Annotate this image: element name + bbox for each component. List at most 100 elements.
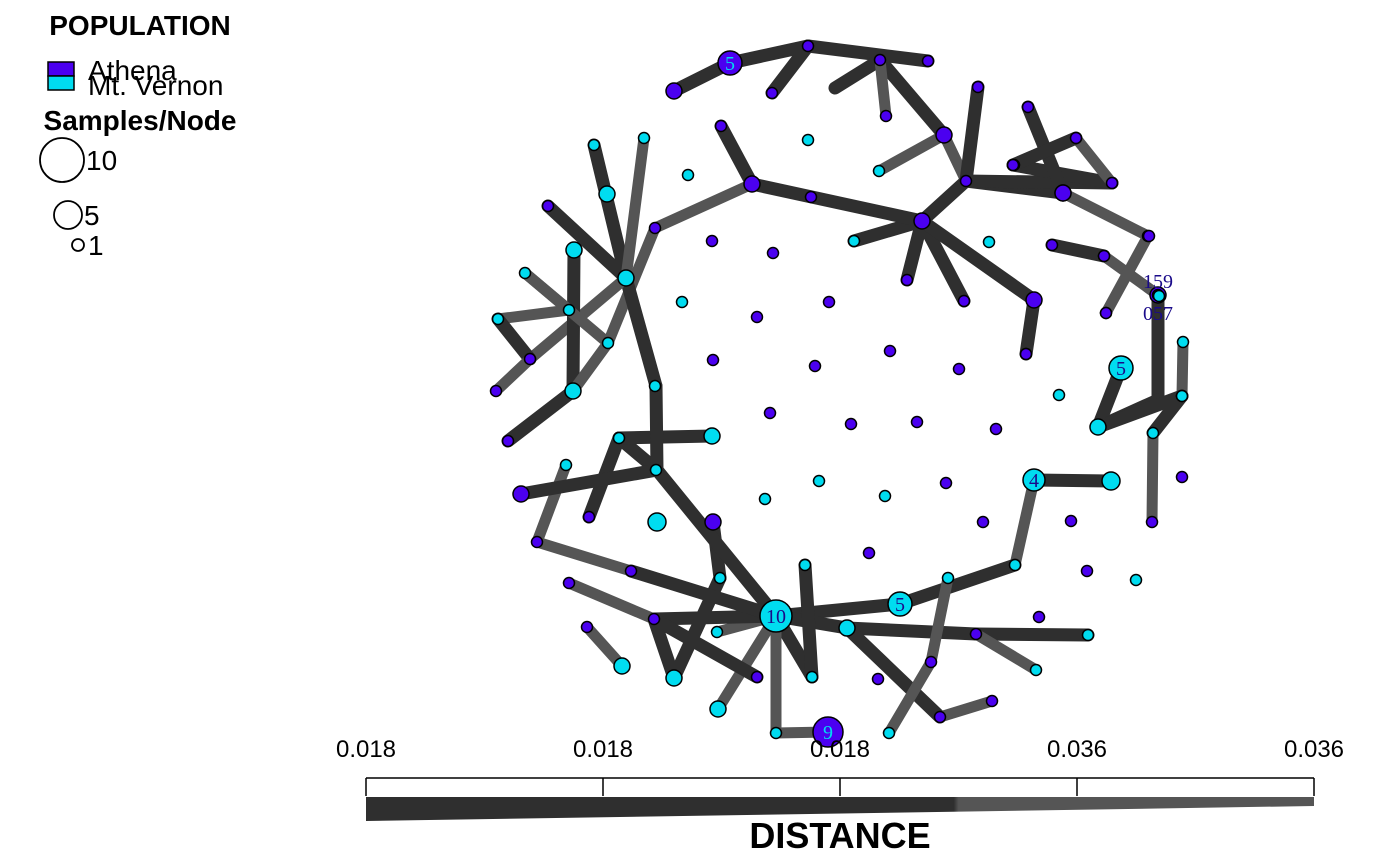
network-node-mt-vernon [1175, 389, 1189, 403]
network-edge [893, 558, 1022, 611]
network-edge [828, 53, 887, 95]
network-node-athena [489, 384, 503, 398]
network-node-mt-vernon [518, 266, 532, 280]
scale-tick-label: 0.036 [1284, 736, 1344, 763]
node-annotation: 159 057 [1143, 271, 1173, 325]
network-edge [934, 695, 998, 723]
network-edge [915, 214, 971, 308]
network-node-athena [750, 310, 764, 324]
network-edge [492, 304, 575, 325]
network-edge [531, 536, 637, 577]
network-node-mt-vernon [1152, 289, 1166, 303]
network-node-athena [704, 513, 722, 531]
network-node-mt-vernon [613, 657, 631, 675]
network-node-athena [1097, 249, 1111, 263]
network-node-mt-vernon [703, 427, 721, 445]
network-node-mt-vernon [598, 185, 616, 203]
distance-scale: 0.018 0.018 0.018 0.036 0.036 DISTANCE [336, 736, 1344, 856]
network-edge [840, 621, 947, 724]
network-node-athena [750, 670, 764, 684]
node-count-label: 5 [1116, 358, 1126, 380]
network-edge [1091, 389, 1189, 434]
network-node-mt-vernon [710, 625, 724, 639]
network-node-mt-vernon [1089, 418, 1107, 436]
network-edge [1019, 293, 1041, 361]
network-node-athena [1145, 515, 1159, 529]
network-edge [1006, 131, 1083, 172]
network-node-mt-vernon [649, 463, 663, 477]
legend-size-circle-1 [71, 238, 85, 252]
network-node-mt-vernon [648, 379, 662, 393]
network-node-athena [883, 344, 897, 358]
network-node-mt-vernon [1129, 573, 1143, 587]
network-node-athena [1069, 131, 1083, 145]
network-node-athena [844, 417, 858, 431]
network-edge [624, 564, 783, 623]
network-node-mt-vernon [559, 458, 573, 472]
network-edge [1027, 473, 1118, 488]
network-node-athena [913, 212, 931, 230]
network-edge [915, 174, 973, 228]
node-count-label: 10 [766, 606, 786, 628]
network-node-athena [562, 576, 576, 590]
network-node-athena [1142, 229, 1156, 243]
network-node-athena [822, 295, 836, 309]
scale-wedge [366, 797, 1314, 821]
network-node-athena [717, 50, 743, 76]
network-edge [1100, 230, 1154, 319]
network-edge [723, 39, 815, 70]
network-edge [1045, 238, 1111, 263]
network-node-mt-vernon [847, 234, 861, 248]
network-node-athena [969, 627, 983, 641]
network-node-athena [989, 422, 1003, 436]
network-node-athena [530, 535, 544, 549]
network-node-athena [766, 246, 780, 260]
network-edge [647, 612, 681, 685]
network-node-athena [1021, 100, 1035, 114]
network-edge [714, 119, 759, 191]
legend-size-circle-5 [53, 200, 83, 230]
network-edge [620, 132, 650, 284]
network-node-mt-vernon [1146, 426, 1160, 440]
network-node-mt-vernon [872, 164, 886, 178]
network-node-athena [765, 86, 779, 100]
axis-title: DISTANCE [749, 815, 930, 856]
network-node-mt-vernon [637, 131, 651, 145]
network-node-athena [933, 710, 947, 724]
network-node-athena [705, 234, 719, 248]
network-edge [541, 199, 633, 285]
network-node-athena [959, 174, 973, 188]
network-node-mt-vernon [713, 571, 727, 585]
scale-tick-label: 0.018 [573, 736, 633, 763]
network-edge [745, 177, 929, 228]
network-node-athena [743, 175, 761, 193]
network-node-mt-vernon [675, 295, 689, 309]
network-edge [959, 80, 985, 188]
network-node-athena [541, 199, 555, 213]
legend-population-title: POPULATION [49, 10, 230, 41]
annotation-line-2: 057 [1143, 303, 1173, 325]
network-node-mt-vernon [758, 492, 772, 506]
network-node-athena [971, 80, 985, 94]
network-node-athena [501, 434, 515, 448]
legend-size-circle-10 [39, 137, 85, 183]
scale-tick-label: 0.018 [810, 736, 870, 763]
node-count-label: 4 [1029, 470, 1039, 492]
network-node-mt-vernon [982, 235, 996, 249]
network-node-athena [1045, 238, 1059, 252]
network-node-athena [647, 612, 661, 626]
network-node-mt-vernon [882, 726, 896, 740]
network-node-athena [1025, 291, 1043, 309]
network-edge [1146, 389, 1189, 440]
network-node-mt-vernon [709, 700, 727, 718]
network-node-mt-vernon [1176, 335, 1190, 349]
network-node-athena [714, 119, 728, 133]
network-edge [587, 138, 633, 285]
network-edge [873, 129, 950, 177]
network-edge [1176, 336, 1189, 402]
legend-size-title: Samples/Node [44, 105, 237, 136]
network-node-athena [808, 359, 822, 373]
network-node-athena [935, 126, 953, 144]
legend-size-label-1: 1 [88, 230, 104, 261]
network-node-athena [804, 190, 818, 204]
